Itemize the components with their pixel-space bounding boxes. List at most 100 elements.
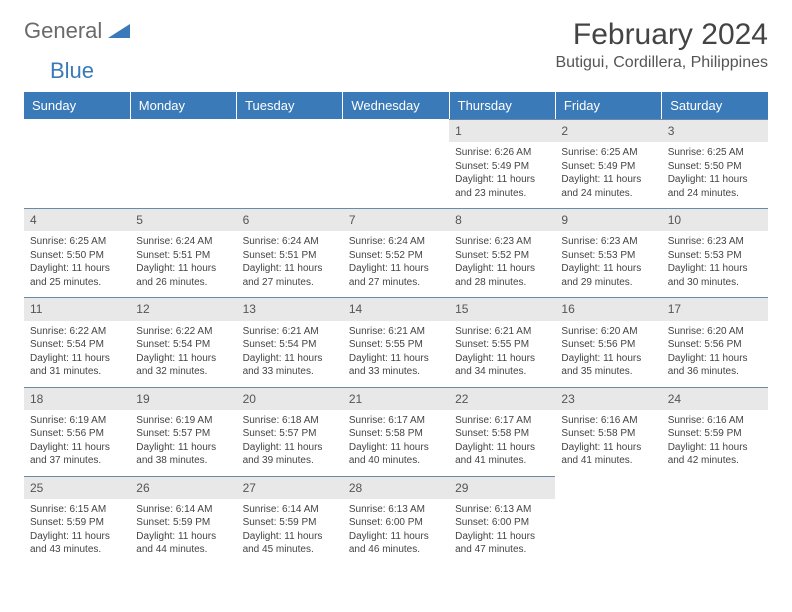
weekday-header: Sunday: [24, 92, 130, 119]
calendar-week-row: 11Sunrise: 6:22 AMSunset: 5:54 PMDayligh…: [24, 297, 768, 386]
day-line: and 30 minutes.: [668, 276, 762, 290]
day-line: Sunrise: 6:25 AM: [668, 146, 762, 160]
day-line: Daylight: 11 hours: [30, 352, 124, 366]
day-details: Sunrise: 6:13 AMSunset: 6:00 PMDaylight:…: [343, 499, 449, 565]
calendar-cell: 17Sunrise: 6:20 AMSunset: 5:56 PMDayligh…: [662, 297, 768, 386]
day-line: Sunrise: 6:24 AM: [243, 235, 337, 249]
day-details: Sunrise: 6:22 AMSunset: 5:54 PMDaylight:…: [130, 321, 236, 387]
day-line: Sunrise: 6:21 AM: [349, 325, 443, 339]
calendar-cell: 21Sunrise: 6:17 AMSunset: 5:58 PMDayligh…: [343, 387, 449, 476]
day-line: Sunrise: 6:16 AM: [561, 414, 655, 428]
calendar-week-row: 18Sunrise: 6:19 AMSunset: 5:56 PMDayligh…: [24, 387, 768, 476]
day-line: Sunrise: 6:24 AM: [349, 235, 443, 249]
day-line: Daylight: 11 hours: [243, 352, 337, 366]
day-line: Sunset: 5:59 PM: [668, 427, 762, 441]
day-line: and 24 minutes.: [561, 187, 655, 201]
day-number: 1: [449, 120, 555, 142]
day-details: Sunrise: 6:18 AMSunset: 5:57 PMDaylight:…: [237, 410, 343, 476]
day-line: and 42 minutes.: [668, 454, 762, 468]
day-line: and 23 minutes.: [455, 187, 549, 201]
day-number: 24: [662, 388, 768, 410]
day-line: Sunset: 5:54 PM: [30, 338, 124, 352]
month-title: February 2024: [555, 18, 768, 52]
calendar-week-row: 1Sunrise: 6:26 AMSunset: 5:49 PMDaylight…: [24, 119, 768, 208]
day-line: Sunset: 6:00 PM: [349, 516, 443, 530]
calendar-cell: 22Sunrise: 6:17 AMSunset: 5:58 PMDayligh…: [449, 387, 555, 476]
day-details: Sunrise: 6:16 AMSunset: 5:58 PMDaylight:…: [555, 410, 661, 476]
day-number: 20: [237, 388, 343, 410]
day-line: Daylight: 11 hours: [136, 352, 230, 366]
day-line: Daylight: 11 hours: [243, 262, 337, 276]
day-number: 18: [24, 388, 130, 410]
day-line: Sunset: 5:54 PM: [243, 338, 337, 352]
day-line: Sunset: 5:56 PM: [561, 338, 655, 352]
day-number: 16: [555, 298, 661, 320]
calendar-cell: [343, 119, 449, 208]
day-line: Sunrise: 6:14 AM: [243, 503, 337, 517]
day-line: Sunrise: 6:17 AM: [455, 414, 549, 428]
day-line: and 32 minutes.: [136, 365, 230, 379]
calendar-cell: [662, 476, 768, 565]
day-line: Sunrise: 6:14 AM: [136, 503, 230, 517]
day-line: Sunrise: 6:15 AM: [30, 503, 124, 517]
day-number: 3: [662, 120, 768, 142]
day-details: Sunrise: 6:24 AMSunset: 5:51 PMDaylight:…: [130, 231, 236, 297]
day-line: Sunset: 5:54 PM: [136, 338, 230, 352]
day-number: 10: [662, 209, 768, 231]
day-number: 11: [24, 298, 130, 320]
calendar-table: SundayMondayTuesdayWednesdayThursdayFrid…: [24, 92, 768, 565]
day-line: Sunset: 5:59 PM: [136, 516, 230, 530]
day-number: 23: [555, 388, 661, 410]
day-details: Sunrise: 6:21 AMSunset: 5:55 PMDaylight:…: [343, 321, 449, 387]
calendar-cell: 3Sunrise: 6:25 AMSunset: 5:50 PMDaylight…: [662, 119, 768, 208]
day-details: Sunrise: 6:19 AMSunset: 5:57 PMDaylight:…: [130, 410, 236, 476]
logo-word2: Blue: [50, 58, 94, 84]
day-line: and 35 minutes.: [561, 365, 655, 379]
day-details: Sunrise: 6:20 AMSunset: 5:56 PMDaylight:…: [662, 321, 768, 387]
day-line: Sunrise: 6:25 AM: [30, 235, 124, 249]
day-line: Sunrise: 6:23 AM: [455, 235, 549, 249]
weekday-header: Monday: [130, 92, 236, 119]
day-line: Daylight: 11 hours: [30, 441, 124, 455]
day-line: Sunset: 5:56 PM: [668, 338, 762, 352]
day-line: and 43 minutes.: [30, 543, 124, 557]
title-block: February 2024 Butigui, Cordillera, Phili…: [555, 18, 768, 72]
calendar-cell: 15Sunrise: 6:21 AMSunset: 5:55 PMDayligh…: [449, 297, 555, 386]
day-number: 9: [555, 209, 661, 231]
day-number: 26: [130, 477, 236, 499]
day-line: Daylight: 11 hours: [349, 352, 443, 366]
day-line: and 25 minutes.: [30, 276, 124, 290]
day-details: Sunrise: 6:17 AMSunset: 5:58 PMDaylight:…: [343, 410, 449, 476]
day-line: Daylight: 11 hours: [455, 352, 549, 366]
calendar-cell: 11Sunrise: 6:22 AMSunset: 5:54 PMDayligh…: [24, 297, 130, 386]
day-details: Sunrise: 6:19 AMSunset: 5:56 PMDaylight:…: [24, 410, 130, 476]
day-line: Sunrise: 6:16 AM: [668, 414, 762, 428]
day-line: Sunrise: 6:22 AM: [136, 325, 230, 339]
day-details: Sunrise: 6:14 AMSunset: 5:59 PMDaylight:…: [130, 499, 236, 565]
calendar-cell: 9Sunrise: 6:23 AMSunset: 5:53 PMDaylight…: [555, 208, 661, 297]
day-line: and 29 minutes.: [561, 276, 655, 290]
day-line: Daylight: 11 hours: [668, 352, 762, 366]
day-details: Sunrise: 6:14 AMSunset: 5:59 PMDaylight:…: [237, 499, 343, 565]
day-line: Daylight: 11 hours: [243, 530, 337, 544]
calendar-cell: [555, 476, 661, 565]
calendar-cell: 19Sunrise: 6:19 AMSunset: 5:57 PMDayligh…: [130, 387, 236, 476]
day-details: Sunrise: 6:23 AMSunset: 5:53 PMDaylight:…: [662, 231, 768, 297]
day-line: Sunset: 5:53 PM: [668, 249, 762, 263]
day-line: Sunset: 5:49 PM: [455, 160, 549, 174]
day-line: Sunset: 5:59 PM: [243, 516, 337, 530]
calendar-cell: 6Sunrise: 6:24 AMSunset: 5:51 PMDaylight…: [237, 208, 343, 297]
day-number: 19: [130, 388, 236, 410]
day-details: Sunrise: 6:26 AMSunset: 5:49 PMDaylight:…: [449, 142, 555, 208]
day-details: Sunrise: 6:16 AMSunset: 5:59 PMDaylight:…: [662, 410, 768, 476]
day-line: Daylight: 11 hours: [668, 441, 762, 455]
day-line: Sunrise: 6:23 AM: [668, 235, 762, 249]
day-line: Sunset: 5:55 PM: [455, 338, 549, 352]
logo-triangle-icon: [108, 20, 130, 43]
day-line: Daylight: 11 hours: [455, 530, 549, 544]
day-line: Sunset: 5:50 PM: [668, 160, 762, 174]
day-number: 2: [555, 120, 661, 142]
day-number: 12: [130, 298, 236, 320]
day-line: Sunrise: 6:24 AM: [136, 235, 230, 249]
calendar-cell: 25Sunrise: 6:15 AMSunset: 5:59 PMDayligh…: [24, 476, 130, 565]
